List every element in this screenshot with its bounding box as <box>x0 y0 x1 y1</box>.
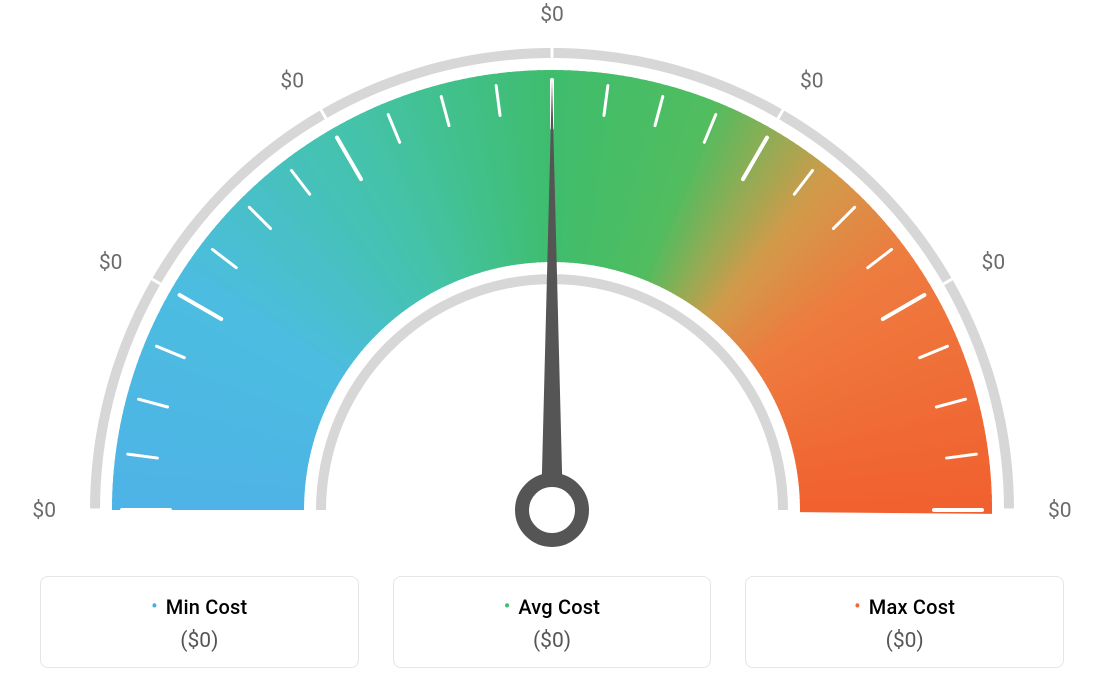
svg-text:$0: $0 <box>99 251 123 275</box>
bullet-icon: • <box>854 598 861 616</box>
svg-text:$0: $0 <box>800 69 824 93</box>
legend-text-avg: Avg Cost <box>518 595 600 619</box>
svg-text:$0: $0 <box>32 499 56 523</box>
gauge-chart: $0 $0 $0 $0 $0 $0 $0 <box>12 0 1092 560</box>
gauge-svg: $0 $0 $0 $0 $0 $0 $0 <box>12 0 1092 560</box>
legend-label-avg: • Avg Cost <box>504 595 600 619</box>
legend-value-min: ($0) <box>51 629 348 653</box>
svg-text:$0: $0 <box>540 3 564 27</box>
svg-text:$0: $0 <box>280 69 304 93</box>
legend-row: • Min Cost ($0) • Avg Cost ($0) • Max Co… <box>40 576 1064 668</box>
legend-label-max: • Max Cost <box>854 595 955 619</box>
bullet-icon: • <box>151 598 158 616</box>
cost-gauge-widget: $0 $0 $0 $0 $0 $0 $0 • Min Cost ($0) • Avg Cos… <box>0 0 1104 690</box>
legend-text-max: Max Cost <box>869 595 955 619</box>
svg-text:$0: $0 <box>1048 499 1072 523</box>
legend-card-max: • Max Cost ($0) <box>745 576 1064 668</box>
svg-text:$0: $0 <box>982 251 1006 275</box>
legend-card-min: • Min Cost ($0) <box>40 576 359 668</box>
legend-value-max: ($0) <box>756 629 1053 653</box>
legend-text-min: Min Cost <box>166 595 248 619</box>
bullet-icon: • <box>504 598 511 616</box>
legend-card-avg: • Avg Cost ($0) <box>393 576 712 668</box>
legend-label-min: • Min Cost <box>151 595 247 619</box>
legend-value-avg: ($0) <box>404 629 701 653</box>
